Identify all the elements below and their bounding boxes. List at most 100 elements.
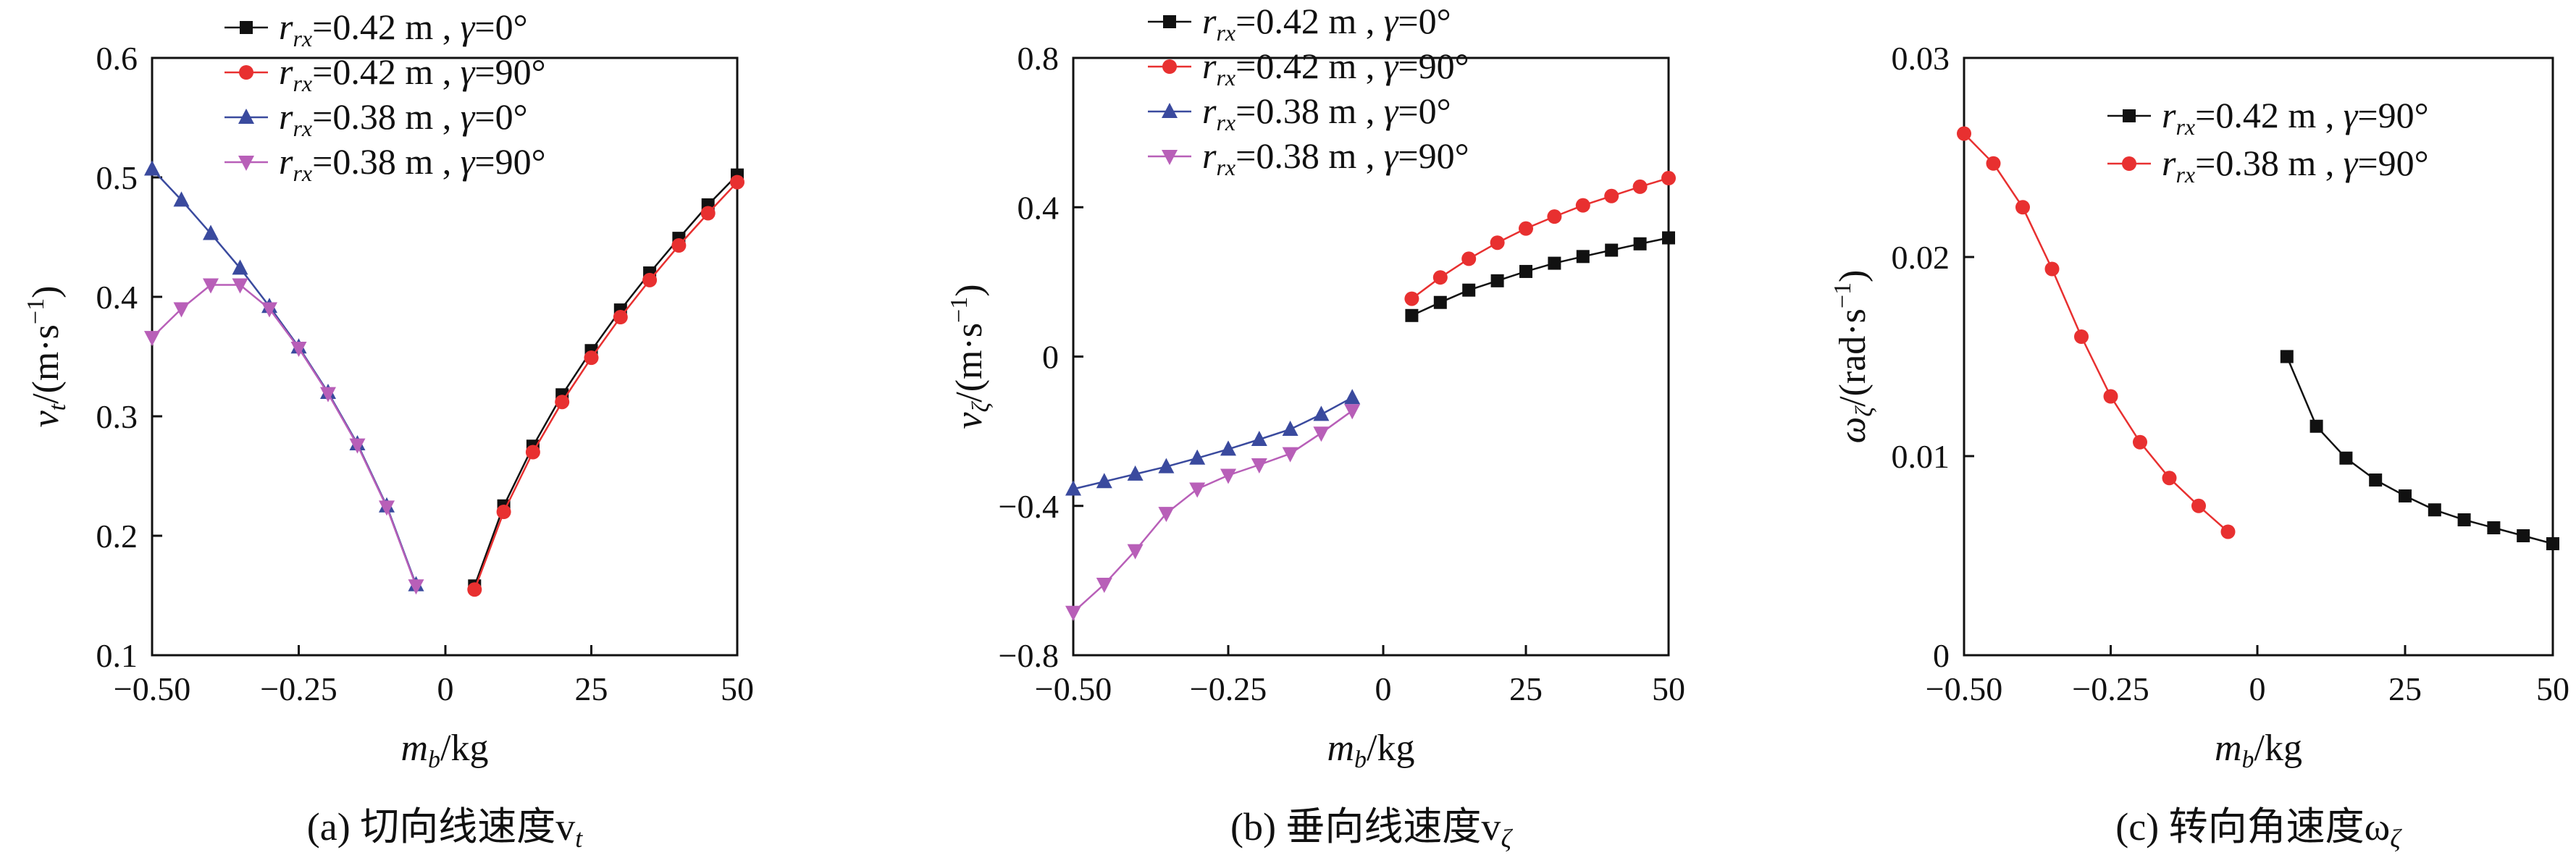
x-axis-label-symbol: m (400, 728, 428, 769)
data-point (1957, 126, 1971, 141)
data-point (1405, 308, 1419, 322)
panel-caption: (c) 转向角速度ωζ (2115, 805, 2402, 853)
legend-marker (239, 65, 253, 80)
legend-r-sub: rx (1216, 109, 1235, 135)
data-point (1158, 458, 1175, 473)
legend-marker (240, 21, 253, 34)
legend-item: rrx=0.42 m , γ=0° (225, 7, 528, 51)
legend-label: rrx=0.42 m , γ=0° (1202, 1, 1451, 46)
legend-r-value: =0.38 m , (312, 96, 461, 137)
y-axis-label-sup: −1 (22, 298, 49, 324)
data-point (1096, 578, 1112, 594)
y-axis-label-sub: ζ (1851, 405, 1878, 417)
legend-r: r (1202, 1, 1217, 41)
data-point (320, 387, 336, 403)
legend-marker (1162, 59, 1177, 74)
data-point (1519, 221, 1533, 236)
legend-label: rrx=0.42 m , γ=90° (279, 51, 546, 96)
legend-marker (1162, 150, 1178, 165)
data-point (1548, 256, 1561, 270)
data-point (1189, 482, 1206, 498)
data-point (1313, 426, 1330, 442)
data-point (261, 302, 277, 318)
legend-label: rrx=0.42 m , γ=90° (1202, 46, 1469, 90)
x-tick-label: −0.50 (1035, 670, 1112, 707)
legend-r-sub: rx (1216, 20, 1235, 46)
data-point (232, 259, 248, 275)
legend-r: r (1202, 46, 1217, 86)
series-b-3 (1065, 404, 1361, 621)
x-axis-label-unit: /kg (1367, 728, 1414, 769)
data-point (555, 395, 570, 410)
legend-item: rrx=0.38 m , γ=90° (2107, 143, 2429, 188)
y-tick-label: 0 (1933, 637, 1950, 674)
legend-gamma: γ (1384, 90, 1399, 131)
legend-r-value: =0.42 m , (1235, 46, 1384, 86)
y-tick-label: 0.03 (1892, 40, 1950, 77)
legend-r: r (2162, 95, 2176, 135)
data-point (1251, 430, 1267, 446)
y-axis-label-sup: −1 (946, 297, 973, 323)
data-point (408, 579, 424, 595)
data-point (1490, 274, 1504, 287)
data-point (1576, 250, 1590, 264)
data-point (613, 310, 628, 325)
x-axis-label-sub: b (2242, 746, 2254, 773)
series-c-1 (1957, 126, 2236, 539)
legend-r-sub: rx (1216, 64, 1235, 90)
data-point (2280, 350, 2294, 363)
panel-caption-sub: ζ (2390, 824, 2402, 853)
data-point (2339, 451, 2353, 465)
y-tick-label: 0 (1042, 339, 1059, 376)
series-line (2286, 356, 2554, 545)
legend-gamma-value: =90° (474, 51, 545, 92)
data-point (1661, 171, 1676, 186)
legend-gamma: γ (2344, 143, 2359, 183)
legend-item: rrx=0.42 m , γ=0° (1148, 1, 1451, 46)
y-axis-label: vζ/(m·s−1) (946, 284, 994, 429)
x-tick-label: −0.50 (1926, 670, 2002, 707)
data-point (2191, 498, 2206, 513)
legend-label: rrx=0.38 m , γ=90° (1202, 135, 1469, 180)
y-axis-label-sub: ζ (968, 400, 994, 412)
legend-r-sub: rx (293, 70, 312, 96)
data-point (1662, 231, 1675, 245)
legend-r: r (279, 51, 293, 92)
legend-gamma: γ (461, 96, 476, 137)
x-axis-label-symbol: m (1327, 728, 1354, 769)
y-tick-label: 0.01 (1892, 438, 1950, 475)
x-tick-label: 25 (1509, 670, 1543, 707)
y-axis-label-close: ) (1832, 270, 1874, 282)
legend-marker (2123, 109, 2136, 122)
y-tick-label: −0.4 (999, 488, 1059, 525)
legend-gamma: γ (1384, 135, 1399, 176)
data-point (1632, 179, 1648, 194)
legend-r-value: =0.42 m , (312, 51, 461, 92)
x-tick-label: 0 (437, 670, 454, 707)
panel-c: 00.010.020.03−0.50 −0.25 0 25 50mb/kgωζ/(rad… (1829, 40, 2569, 853)
y-axis-label: ωζ/(rad·s−1) (1829, 270, 1878, 444)
series-a-1 (467, 174, 744, 597)
x-axis-label: mb/kg (400, 728, 488, 773)
data-point (1096, 473, 1112, 489)
y-tick-label: −0.8 (999, 637, 1059, 674)
x-tick-label: 25 (2388, 670, 2422, 707)
legend-gamma-value: =0° (1398, 90, 1451, 131)
data-point (1127, 544, 1144, 560)
data-point (584, 350, 599, 366)
data-point (2162, 471, 2177, 486)
series-line (1411, 237, 1669, 316)
series-b-0 (1405, 231, 1675, 322)
data-point (730, 174, 744, 190)
legend-r: r (279, 96, 293, 137)
data-point (467, 582, 482, 597)
panel-caption: (a) 切向线速度vt (307, 805, 583, 853)
legend-gamma-value: =90° (1398, 46, 1469, 86)
panel-caption: (b) 垂向线速度vζ (1230, 805, 1513, 853)
panel-caption-sub: ζ (1501, 824, 1513, 853)
data-point (144, 160, 160, 176)
y-tick-label: 0.02 (1892, 239, 1950, 276)
legend-marker (1162, 103, 1178, 118)
series-line (474, 174, 738, 586)
